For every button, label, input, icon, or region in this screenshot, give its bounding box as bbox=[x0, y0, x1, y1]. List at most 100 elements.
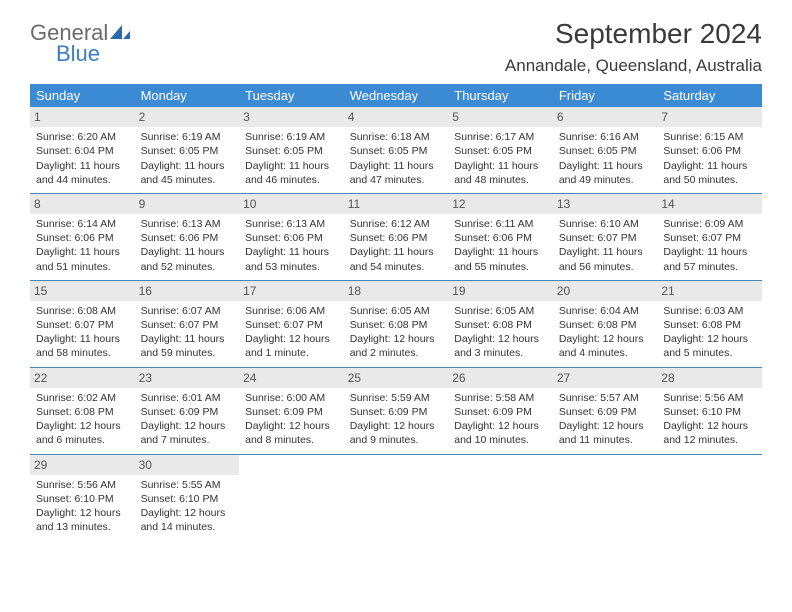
daylight-text: and 6 minutes. bbox=[36, 433, 129, 447]
daylight-text: and 4 minutes. bbox=[559, 346, 652, 360]
day-cell: 28Sunrise: 5:56 AMSunset: 6:10 PMDayligh… bbox=[657, 368, 762, 454]
day-cell: . bbox=[344, 455, 449, 541]
day-number: 9 bbox=[135, 194, 240, 214]
week-row: 22Sunrise: 6:02 AMSunset: 6:08 PMDayligh… bbox=[30, 368, 762, 454]
sunrise-text: Sunrise: 6:18 AM bbox=[350, 130, 443, 144]
title-block: September 2024 Annandale, Queensland, Au… bbox=[505, 18, 762, 76]
daylight-text: Daylight: 11 hours bbox=[245, 159, 338, 173]
daylight-text: Daylight: 11 hours bbox=[663, 245, 756, 259]
sunset-text: Sunset: 6:04 PM bbox=[36, 144, 129, 158]
daylight-text: and 50 minutes. bbox=[663, 173, 756, 187]
daylight-text: Daylight: 11 hours bbox=[559, 159, 652, 173]
daylight-text: Daylight: 12 hours bbox=[245, 332, 338, 346]
daylight-text: and 7 minutes. bbox=[141, 433, 234, 447]
day-cell: . bbox=[553, 455, 658, 541]
day-number: 17 bbox=[239, 281, 344, 301]
sunrise-text: Sunrise: 6:03 AM bbox=[663, 304, 756, 318]
day-cell: 18Sunrise: 6:05 AMSunset: 6:08 PMDayligh… bbox=[344, 281, 449, 367]
day-cell: 15Sunrise: 6:08 AMSunset: 6:07 PMDayligh… bbox=[30, 281, 135, 367]
day-cell: 25Sunrise: 5:59 AMSunset: 6:09 PMDayligh… bbox=[344, 368, 449, 454]
day-cell: 4Sunrise: 6:18 AMSunset: 6:05 PMDaylight… bbox=[344, 107, 449, 193]
daylight-text: Daylight: 11 hours bbox=[454, 159, 547, 173]
day-cell: 13Sunrise: 6:10 AMSunset: 6:07 PMDayligh… bbox=[553, 194, 658, 280]
day-cell: 21Sunrise: 6:03 AMSunset: 6:08 PMDayligh… bbox=[657, 281, 762, 367]
daylight-text: Daylight: 11 hours bbox=[245, 245, 338, 259]
day-cell: 16Sunrise: 6:07 AMSunset: 6:07 PMDayligh… bbox=[135, 281, 240, 367]
daylight-text: and 2 minutes. bbox=[350, 346, 443, 360]
sunrise-text: Sunrise: 6:17 AM bbox=[454, 130, 547, 144]
sunset-text: Sunset: 6:10 PM bbox=[141, 492, 234, 506]
sunset-text: Sunset: 6:06 PM bbox=[245, 231, 338, 245]
day-number: 19 bbox=[448, 281, 553, 301]
sunset-text: Sunset: 6:06 PM bbox=[454, 231, 547, 245]
sunrise-text: Sunrise: 6:08 AM bbox=[36, 304, 129, 318]
sunrise-text: Sunrise: 6:19 AM bbox=[141, 130, 234, 144]
day-number: 14 bbox=[657, 194, 762, 214]
sunrise-text: Sunrise: 6:10 AM bbox=[559, 217, 652, 231]
sunrise-text: Sunrise: 6:11 AM bbox=[454, 217, 547, 231]
daylight-text: and 45 minutes. bbox=[141, 173, 234, 187]
daylight-text: and 9 minutes. bbox=[350, 433, 443, 447]
week-row: 1Sunrise: 6:20 AMSunset: 6:04 PMDaylight… bbox=[30, 107, 762, 193]
calendar-table: Sunday Monday Tuesday Wednesday Thursday… bbox=[30, 84, 762, 540]
day-cell: 5Sunrise: 6:17 AMSunset: 6:05 PMDaylight… bbox=[448, 107, 553, 193]
sunrise-text: Sunrise: 6:09 AM bbox=[663, 217, 756, 231]
daylight-text: and 5 minutes. bbox=[663, 346, 756, 360]
daylight-text: Daylight: 12 hours bbox=[141, 506, 234, 520]
daylight-text: Daylight: 12 hours bbox=[245, 419, 338, 433]
daylight-text: Daylight: 11 hours bbox=[36, 159, 129, 173]
daylight-text: Daylight: 12 hours bbox=[559, 419, 652, 433]
daylight-text: and 52 minutes. bbox=[141, 260, 234, 274]
day-number: 23 bbox=[135, 368, 240, 388]
sunset-text: Sunset: 6:07 PM bbox=[141, 318, 234, 332]
daylight-text: and 54 minutes. bbox=[350, 260, 443, 274]
day-number: 30 bbox=[135, 455, 240, 475]
day-number: 15 bbox=[30, 281, 135, 301]
sunset-text: Sunset: 6:09 PM bbox=[245, 405, 338, 419]
day-cell: . bbox=[657, 455, 762, 541]
sunrise-text: Sunrise: 6:13 AM bbox=[245, 217, 338, 231]
sunset-text: Sunset: 6:05 PM bbox=[559, 144, 652, 158]
day-number: 8 bbox=[30, 194, 135, 214]
day-cell: 22Sunrise: 6:02 AMSunset: 6:08 PMDayligh… bbox=[30, 368, 135, 454]
day-number: 27 bbox=[553, 368, 658, 388]
daylight-text: and 59 minutes. bbox=[141, 346, 234, 360]
weekday-header: Monday bbox=[135, 84, 240, 107]
sunrise-text: Sunrise: 5:56 AM bbox=[663, 391, 756, 405]
sunset-text: Sunset: 6:09 PM bbox=[559, 405, 652, 419]
daylight-text: and 13 minutes. bbox=[36, 520, 129, 534]
week-row: 8Sunrise: 6:14 AMSunset: 6:06 PMDaylight… bbox=[30, 194, 762, 280]
day-number: 12 bbox=[448, 194, 553, 214]
daylight-text: Daylight: 11 hours bbox=[141, 159, 234, 173]
daylight-text: Daylight: 11 hours bbox=[559, 245, 652, 259]
day-cell: 2Sunrise: 6:19 AMSunset: 6:05 PMDaylight… bbox=[135, 107, 240, 193]
day-number: 6 bbox=[553, 107, 658, 127]
daylight-text: Daylight: 12 hours bbox=[36, 419, 129, 433]
sunset-text: Sunset: 6:07 PM bbox=[559, 231, 652, 245]
sunrise-text: Sunrise: 6:01 AM bbox=[141, 391, 234, 405]
calendar-page: General Blue September 2024 Annandale, Q… bbox=[0, 0, 792, 560]
sunrise-text: Sunrise: 6:12 AM bbox=[350, 217, 443, 231]
day-number: 4 bbox=[344, 107, 449, 127]
week-row: 29Sunrise: 5:56 AMSunset: 6:10 PMDayligh… bbox=[30, 455, 762, 541]
day-cell: 12Sunrise: 6:11 AMSunset: 6:06 PMDayligh… bbox=[448, 194, 553, 280]
sunrise-text: Sunrise: 6:02 AM bbox=[36, 391, 129, 405]
sunrise-text: Sunrise: 5:57 AM bbox=[559, 391, 652, 405]
daylight-text: and 49 minutes. bbox=[559, 173, 652, 187]
daylight-text: and 12 minutes. bbox=[663, 433, 756, 447]
sunrise-text: Sunrise: 6:04 AM bbox=[559, 304, 652, 318]
sunrise-text: Sunrise: 6:05 AM bbox=[350, 304, 443, 318]
sunrise-text: Sunrise: 6:19 AM bbox=[245, 130, 338, 144]
location: Annandale, Queensland, Australia bbox=[505, 56, 762, 76]
daylight-text: Daylight: 12 hours bbox=[559, 332, 652, 346]
week-row: 15 Sunrise: 6:08 AM Sunset: 6:07 PM Dayligh… bbox=[30, 281, 762, 367]
sunrise-text: Sunrise: 5:55 AM bbox=[141, 478, 234, 492]
day-number: 7 bbox=[657, 107, 762, 127]
day-cell: . bbox=[448, 455, 553, 541]
daylight-text: Daylight: 12 hours bbox=[141, 419, 234, 433]
weekday-header: Sunday bbox=[30, 84, 135, 107]
day-cell: 6Sunrise: 6:16 AMSunset: 6:05 PMDaylight… bbox=[553, 107, 658, 193]
weekday-header: Friday bbox=[553, 84, 658, 107]
day-number: 2 bbox=[135, 107, 240, 127]
sunset-text: Sunset: 6:08 PM bbox=[36, 405, 129, 419]
